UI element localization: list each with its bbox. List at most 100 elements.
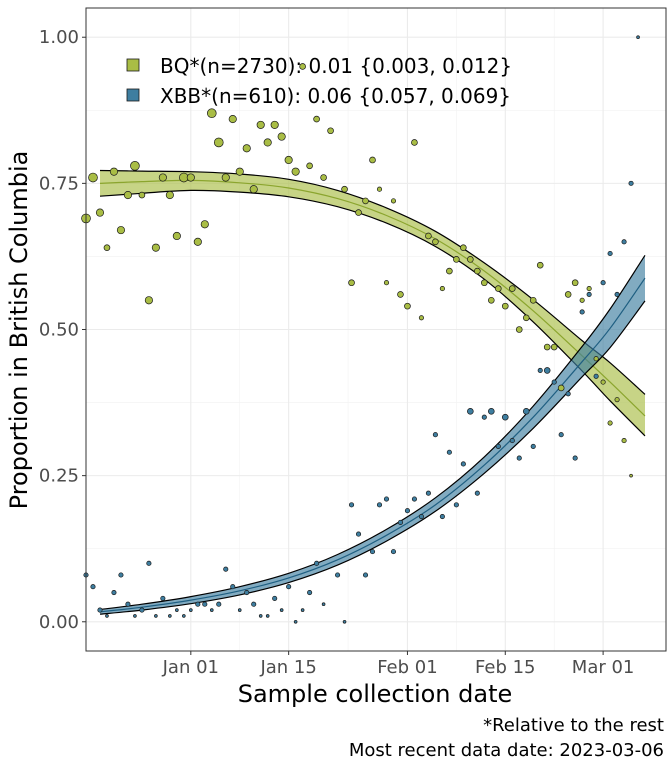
data-point-series-0 <box>467 256 474 263</box>
data-point-series-0 <box>242 144 251 153</box>
data-point-series-0 <box>95 208 105 217</box>
data-point-series-1 <box>175 608 179 612</box>
x-tick-label: Feb 15 <box>475 657 536 678</box>
data-point-series-1 <box>460 461 466 467</box>
data-point-series-0 <box>390 198 397 204</box>
data-point-series-1 <box>223 566 229 572</box>
legend-label-series-1: XBB*(n=610): 0.06 {0.057, 0.069} <box>160 84 511 108</box>
data-point-series-1 <box>189 608 193 612</box>
data-point-series-1 <box>146 560 152 566</box>
data-point-series-0 <box>151 243 160 252</box>
data-point-series-0 <box>557 384 565 392</box>
data-point-series-1 <box>600 280 606 286</box>
data-point-series-0 <box>206 108 217 119</box>
data-point-series-1 <box>614 291 620 297</box>
data-point-series-1 <box>390 549 397 555</box>
data-point-series-0 <box>425 232 432 240</box>
data-point-series-0 <box>397 291 404 298</box>
data-point-series-0 <box>404 302 411 310</box>
axes: 0.00 0.25 0.50 0.75 1.00 Jan 01 Jan 15 Feb 01 Fe… <box>39 27 634 678</box>
data-point-series-1 <box>586 291 592 297</box>
data-point-series-0 <box>355 209 362 216</box>
x-axis-title: Sample collection date <box>238 680 513 708</box>
data-point-series-1 <box>397 519 404 525</box>
x-tick-label: Feb 01 <box>377 657 438 678</box>
data-point-series-0 <box>284 155 293 165</box>
data-point-series-0 <box>432 238 439 246</box>
data-point-series-0 <box>313 115 320 123</box>
data-point-series-1 <box>501 413 509 421</box>
data-point-series-1 <box>537 367 543 373</box>
ci-upper-line-series-1 <box>99 254 646 611</box>
data-point-series-1 <box>579 309 585 315</box>
data-point-series-1 <box>355 531 362 537</box>
data-point-series-0 <box>299 63 306 70</box>
x-tick-label: Mar 01 <box>572 657 635 678</box>
data-point-series-1 <box>376 502 383 508</box>
data-point-series-1 <box>481 414 487 420</box>
data-point-series-1 <box>453 502 459 508</box>
y-tick-label: 1.00 <box>39 27 79 48</box>
data-point-series-0 <box>453 256 460 263</box>
data-point-series-1 <box>383 496 390 502</box>
data-point-series-1 <box>314 560 320 566</box>
data-point-series-1 <box>105 614 109 618</box>
data-point-series-0 <box>103 244 111 251</box>
legend-key-series-0 <box>126 58 140 72</box>
data-point-series-1 <box>446 449 452 455</box>
data-point-series-1 <box>516 455 522 461</box>
y-tick-label: 0.00 <box>39 612 79 633</box>
data-point-series-0 <box>270 120 279 129</box>
data-point-series-1 <box>530 443 536 449</box>
data-point-series-0 <box>529 296 537 304</box>
data-point-series-1 <box>293 619 298 624</box>
data-point-series-0 <box>614 397 620 403</box>
ci-lower-line-series-1 <box>99 300 646 615</box>
x-tick-label: Jan 15 <box>259 657 316 678</box>
data-point-series-0 <box>263 138 272 147</box>
data-point-series-1 <box>636 35 640 40</box>
data-point-series-1 <box>543 367 551 374</box>
data-point-series-1 <box>209 608 214 612</box>
data-point-series-0 <box>277 132 286 141</box>
data-point-series-0 <box>600 379 606 385</box>
data-point-series-1 <box>244 589 250 596</box>
data-point-series-1 <box>628 180 634 186</box>
data-point-series-0 <box>586 286 592 292</box>
data-point-series-0 <box>306 162 313 170</box>
data-point-series-1 <box>432 432 438 438</box>
data-point-series-0 <box>186 173 195 182</box>
data-point-series-1 <box>118 572 124 578</box>
data-point-series-1 <box>307 589 313 596</box>
data-point-series-1 <box>558 432 564 438</box>
data-point-series-1 <box>509 438 515 444</box>
data-point-series-1 <box>467 408 474 415</box>
data-point-series-0 <box>144 296 153 305</box>
data-point-series-0 <box>172 231 181 241</box>
data-point-series-0 <box>123 191 132 200</box>
caption-most-recent-date: Most recent data date: 2023-03-06 <box>349 740 664 761</box>
x-tick-label: Jan 01 <box>162 657 219 678</box>
y-tick-label: 0.75 <box>39 173 79 194</box>
data-point-series-0 <box>474 267 481 275</box>
data-point-series-1 <box>160 595 166 601</box>
data-point-series-0 <box>481 279 488 287</box>
data-point-series-1 <box>621 239 627 245</box>
data-point-series-1 <box>97 607 103 613</box>
legend-key-series-1 <box>126 88 140 102</box>
data-point-series-0 <box>629 473 633 478</box>
data-point-series-1 <box>321 602 326 607</box>
y-tick-label: 0.25 <box>39 466 79 487</box>
data-point-series-1 <box>522 408 530 415</box>
y-axis-title: Proportion in British Columbia <box>5 151 33 510</box>
data-point-series-0 <box>362 197 369 205</box>
data-point-series-1 <box>230 584 236 590</box>
data-point-series-0 <box>200 220 209 229</box>
data-point-series-0 <box>536 261 544 269</box>
data-point-series-1 <box>216 601 222 607</box>
data-point-series-0 <box>369 156 376 164</box>
data-point-series-0 <box>348 279 355 287</box>
data-point-series-0 <box>341 185 348 193</box>
data-point-series-1 <box>265 614 270 618</box>
